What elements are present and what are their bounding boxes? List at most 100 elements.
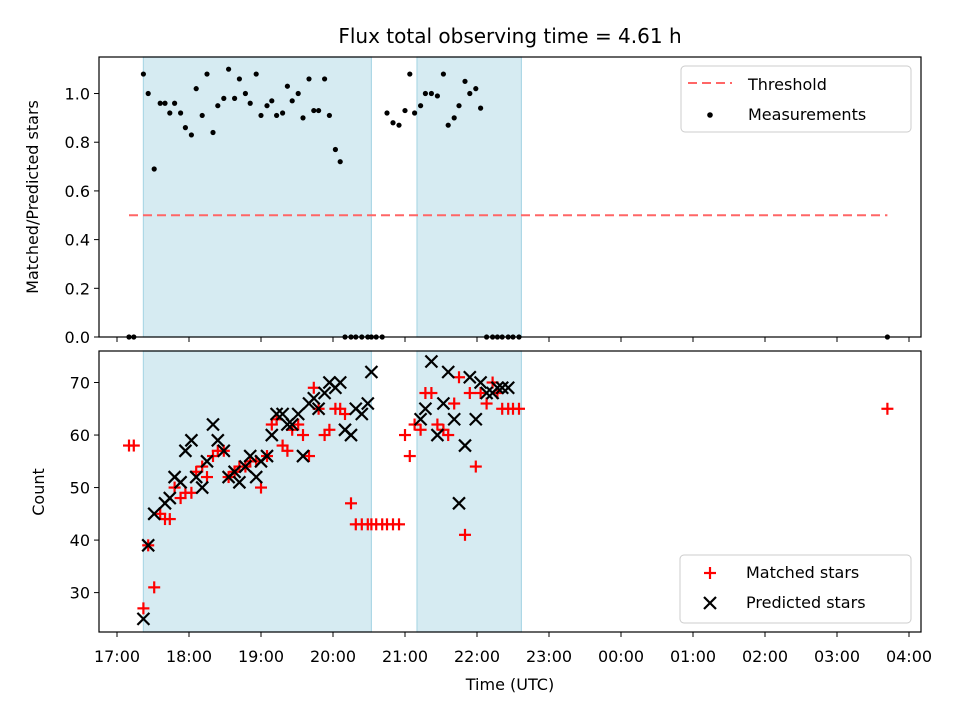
matched-star-point (474, 387, 487, 400)
predicted-star-point (195, 480, 209, 495)
measurement-point (157, 100, 163, 106)
matched-star-point (403, 450, 416, 463)
observing-interval-1 (142, 350, 372, 633)
predicted-star-point (147, 507, 161, 521)
measurement-point (337, 159, 343, 165)
predicted-star-point (280, 417, 295, 432)
measurement-point (462, 78, 468, 84)
predicted-star-point (333, 375, 347, 390)
predicted-star-point (463, 370, 477, 385)
top-shaded-intervals (142, 56, 523, 338)
top-y-axis-label: Matched/Predicted stars (23, 100, 42, 294)
predicted-star-point (364, 365, 379, 379)
matched-star-point (323, 423, 336, 436)
measurement-point (473, 86, 479, 92)
top-axes-frame (98, 56, 922, 338)
y-tick-label: 0.4 (65, 231, 90, 250)
measurement-point (478, 105, 484, 111)
measurement-point (226, 66, 232, 72)
measurement-point (412, 110, 418, 116)
predicted-star-point (232, 475, 247, 490)
measurement-point (384, 110, 390, 116)
measurement-point (151, 166, 157, 172)
measurement-points (126, 66, 891, 340)
predicted-star-point (163, 491, 177, 505)
matched-star-point (281, 444, 294, 457)
x-tick-label: 03:00 (814, 647, 860, 666)
predicted-star-point (285, 417, 299, 432)
measurement-point (193, 86, 199, 92)
measurement-point (467, 90, 473, 97)
legend-matched-label: Matched stars (746, 563, 859, 582)
predicted-star-point (413, 412, 428, 427)
matched-star-point (431, 418, 444, 431)
measurement-point (396, 122, 402, 128)
measurement-point (326, 112, 332, 119)
matched-star-point (393, 518, 405, 531)
x-tick-label: 02:00 (742, 647, 788, 666)
measurement-point (445, 122, 451, 128)
matched-star-point (448, 397, 461, 410)
matched-star-point (881, 402, 894, 415)
predicted-star-point (490, 380, 505, 395)
predicted-star-point (260, 449, 274, 463)
measurement-point (322, 76, 328, 82)
measurement-point (232, 95, 238, 101)
measurement-point (274, 112, 280, 119)
predicted-star-point (441, 365, 455, 379)
x-tick-label: 01:00 (670, 647, 716, 666)
matched-star-point (201, 471, 213, 484)
measurement-point (199, 112, 205, 119)
predicted-star-point (424, 354, 439, 369)
x-tick-label: 19:00 (238, 647, 284, 666)
y-tick-label: 40 (70, 531, 90, 550)
measurement-point (418, 103, 424, 109)
measurement-point (242, 90, 248, 97)
measurement-point (210, 129, 216, 136)
predicted-star-point (495, 380, 509, 395)
measurement-point (300, 115, 306, 121)
y-tick-label: 60 (70, 426, 90, 445)
predicted-star-point (452, 496, 466, 511)
measurement-point (247, 100, 253, 106)
y-tick-label: 0.6 (65, 182, 90, 201)
measurement-point (434, 93, 440, 99)
matched-star-point (425, 387, 438, 400)
bottom-panel: 30 40 50 60 70 17:00 18:00 19:00 20:00 21:00 22:0… (29, 350, 932, 694)
x-axis-label: Time (UTC) (465, 675, 554, 694)
matched-star-point (303, 450, 315, 463)
predicted-star-point (217, 444, 231, 458)
measurement-point (162, 100, 168, 106)
predicted-star-point (501, 380, 515, 395)
predicted-stars-points (136, 354, 515, 626)
matched-star-point (163, 513, 176, 526)
predicted-star-point (469, 412, 483, 427)
predicted-star-point (418, 401, 433, 416)
matched-star-point (297, 429, 309, 442)
matched-star-point (255, 481, 267, 494)
measurement-point (269, 98, 275, 104)
measurement-point (140, 71, 146, 77)
predicted-star-point (473, 375, 488, 390)
top-y-axis-ticks: 0.0 0.2 0.4 0.6 0.8 1.0 (65, 85, 99, 347)
x-tick-label: 20:00 (310, 647, 356, 666)
top-panel: 0.0 0.2 0.4 0.6 0.8 1.0 Matched/Predicted sta… (23, 56, 922, 347)
matched-star-point (469, 460, 482, 473)
measurement-point (264, 103, 270, 109)
bottom-y-axis-ticks: 30 40 50 60 70 (70, 374, 99, 603)
measurement-point (289, 98, 295, 104)
y-tick-label: 1.0 (65, 85, 90, 104)
legend-predicted-label: Predicted stars (746, 593, 866, 612)
y-tick-label: 0.8 (65, 133, 90, 152)
measurement-point (178, 110, 184, 116)
predicted-star-point (311, 401, 326, 416)
measurement-point (316, 107, 322, 114)
measurement-point (188, 132, 194, 138)
predicted-star-point (200, 454, 214, 469)
y-tick-label: 30 (70, 584, 90, 603)
measurement-point (407, 71, 413, 77)
predicted-star-point (178, 444, 193, 458)
bottom-axes-frame (98, 350, 922, 633)
predicted-star-point (458, 438, 472, 453)
matched-star-point (148, 581, 161, 594)
